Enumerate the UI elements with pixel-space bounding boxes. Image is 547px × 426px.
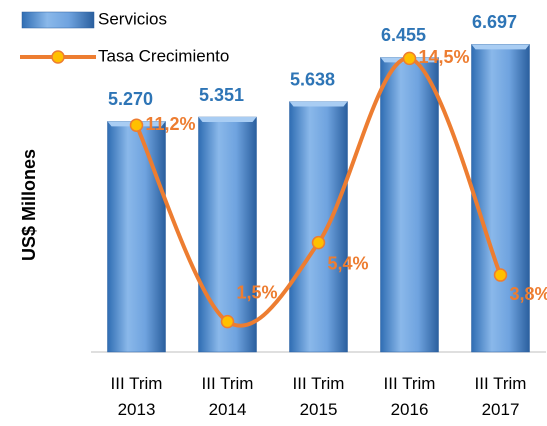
- data-label: 5.638: [290, 69, 335, 89]
- bar: [198, 116, 257, 353]
- data-label: 5.270: [108, 89, 153, 109]
- legend-label: Servicios: [98, 9, 167, 28]
- line-marker: [493, 268, 508, 282]
- bar-cap: [471, 44, 530, 50]
- line-marker: [311, 235, 326, 250]
- data-label: 11,2%: [146, 114, 196, 134]
- data-label: 6.455: [381, 25, 426, 45]
- bar: [471, 44, 530, 353]
- line-marker: [129, 118, 144, 132]
- bar-cap: [289, 101, 348, 107]
- bar: [380, 57, 439, 353]
- bar-cap: [198, 117, 257, 123]
- data-label: 3,8%: [510, 284, 547, 304]
- data-label: 5.351: [199, 85, 244, 105]
- line: [134, 56, 503, 328]
- bar: [289, 101, 348, 353]
- x-tick-label: III Trim 2013: [111, 374, 163, 419]
- line-marker: [402, 51, 417, 66]
- x-tick-label: III Trim 2016: [384, 374, 436, 419]
- line-marker: [220, 314, 235, 329]
- x-tick-label: III Trim 2015: [293, 374, 345, 419]
- bar: [107, 121, 166, 353]
- legend-swatch: [21, 11, 95, 29]
- x-tick-label: III Trim 2017: [475, 374, 527, 419]
- data-label: 5,4%: [328, 253, 369, 273]
- data-label: 14,5%: [419, 47, 470, 67]
- data-label: 6.697: [472, 12, 517, 32]
- y-axis-label: US$ Millones: [19, 149, 39, 261]
- legend-label: Tasa Crecimiento: [98, 46, 229, 65]
- data-label: 1,5%: [237, 282, 278, 302]
- x-tick-label: III Trim 2014: [202, 374, 254, 419]
- legend-swatch: [51, 50, 65, 64]
